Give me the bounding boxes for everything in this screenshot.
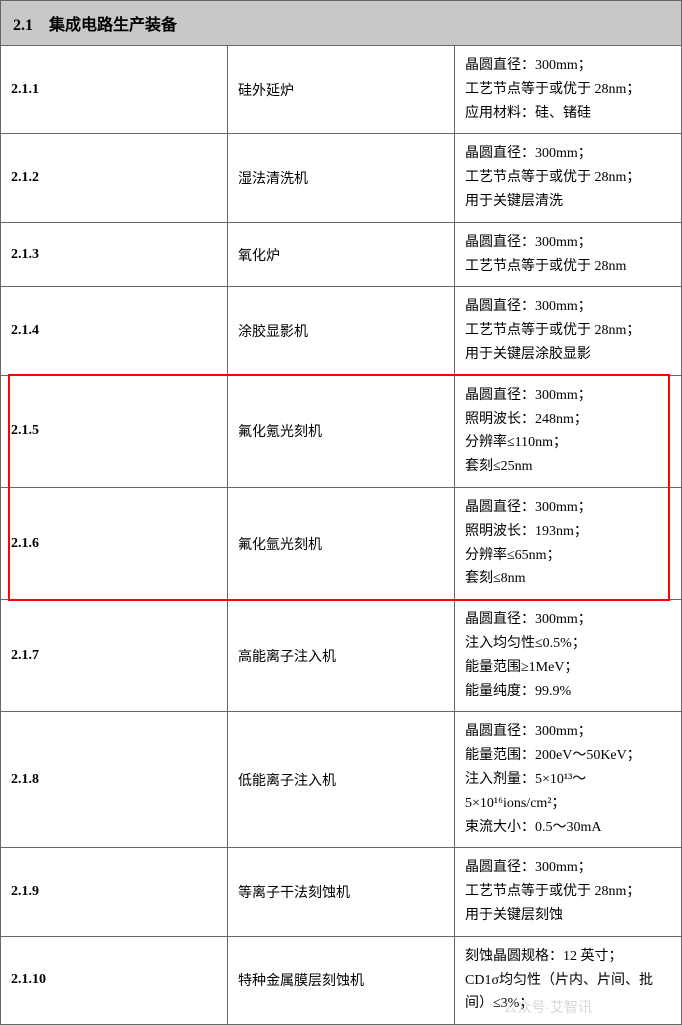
spec-line: 应用材料：硅、锗硅 [465,106,591,121]
spec-line: 套刻≤25nm [465,459,533,474]
row-name-cell: 氟化氩光刻机 [228,487,455,599]
row-id-cell: 2.1.8 [1,712,228,848]
section-header-cell: 2.1 集成电路生产装备 [1,1,682,46]
spec-line: 晶圆直径：300mm； [465,146,592,161]
spec-line: 套刻≤8nm [465,571,526,586]
row-id-cell: 2.1.6 [1,487,228,599]
table-row: 2.1.5氟化氪光刻机晶圆直径：300mm； 照明波长：248nm； 分辨率≤110… [1,375,682,487]
row-id-cell: 2.1.9 [1,848,228,936]
spec-line: 用于关键层清洗 [465,194,563,209]
spec-line: 分辨率≤65nm； [465,548,561,563]
table-row: 2.1.2湿法清洗机晶圆直径：300mm； 工艺节点等于或优于 28nm； 用于关键… [1,134,682,222]
row-spec-cell: 晶圆直径：300mm； 照明波长：248nm； 分辨率≤110nm； 套刻≤25nm [455,375,682,487]
spec-line: 能量范围≥1MeV； [465,660,578,675]
spec-line: 照明波长：248nm； [465,412,588,427]
section-number: 2.1 [13,17,33,34]
spec-line: 能量纯度：99.9% [465,684,571,699]
spec-line: 工艺节点等于或优于 28nm [465,259,626,274]
row-id-cell: 2.1.3 [1,222,228,287]
spec-line: 用于关键层涂胶显影 [465,347,591,362]
row-spec-cell: 晶圆直径：300mm； 注入均匀性≤0.5%； 能量范围≥1MeV； 能量纯度：99.… [455,600,682,712]
table-row: 2.1.7高能离子注入机晶圆直径：300mm； 注入均匀性≤0.5%； 能量范围≥1… [1,600,682,712]
row-spec-cell: 晶圆直径：300mm； 工艺节点等于或优于 28nm； 用于关键层涂胶显影 [455,287,682,375]
spec-line: 工艺节点等于或优于 28nm； [465,170,640,185]
spec-line: 晶圆直径：300mm； [465,860,592,875]
row-id-cell: 2.1.1 [1,46,228,134]
equipment-table: 2.1 集成电路生产装备 2.1.1硅外延炉晶圆直径：300mm；工艺节点等于或… [0,0,682,1025]
spec-line: 工艺节点等于或优于 28nm； [465,323,640,338]
table-row: 2.1.8低能离子注入机晶圆直径：300mm； 能量范围：200eV～50KeV；… [1,712,682,848]
spec-line: 晶圆直径：300mm； [465,500,592,515]
row-spec-cell: 晶圆直径：300mm； 能量范围：200eV～50KeV； 注入剂量：5×10¹³～… [455,712,682,848]
spec-line: 注入剂量：5×10¹³～5×10¹⁶ions/cm²； [465,772,586,811]
row-spec-cell: 晶圆直径：300mm； 工艺节点等于或优于 28nm； 用于关键层刻蚀 [455,848,682,936]
spec-line: 工艺节点等于或优于 28nm； [465,82,640,97]
table-row: 2.1.6氟化氩光刻机晶圆直径：300mm； 照明波长：193nm； 分辨率≤65n… [1,487,682,599]
row-id-cell: 2.1.5 [1,375,228,487]
table-wrapper: 2.1 集成电路生产装备 2.1.1硅外延炉晶圆直径：300mm；工艺节点等于或… [0,0,682,1025]
row-name-cell: 低能离子注入机 [228,712,455,848]
spec-line: 分辨率≤110nm； [465,435,567,450]
row-name-cell: 等离子干法刻蚀机 [228,848,455,936]
spec-line: 晶圆直径：300mm； [465,388,592,403]
row-id-cell: 2.1.4 [1,287,228,375]
spec-line: 用于关键层刻蚀 [465,908,563,923]
row-name-cell: 氧化炉 [228,222,455,287]
row-name-cell: 高能离子注入机 [228,600,455,712]
spec-line: 晶圆直径：300mm； [465,299,592,314]
spec-line: 晶圆直径：300mm； [465,235,592,250]
watermark-text: 公众号·艾智讯 [503,997,592,1017]
spec-line: 注入均匀性≤0.5%； [465,636,586,651]
spec-line: 刻蚀晶圆规格：12 英寸； [465,949,623,964]
row-id-cell: 2.1.2 [1,134,228,222]
spec-line: 照明波长：193nm； [465,524,588,539]
row-name-cell: 特种金属膜层刻蚀机 [228,936,455,1024]
spec-line: 能量范围：200eV～50KeV； [465,748,641,763]
table-row: 2.1.3氧化炉晶圆直径：300mm； 工艺节点等于或优于 28nm [1,222,682,287]
table-row: 2.1.9等离子干法刻蚀机晶圆直径：300mm； 工艺节点等于或优于 28nm； 用… [1,848,682,936]
row-spec-cell: 晶圆直径：300mm； 工艺节点等于或优于 28nm； 用于关键层清洗 [455,134,682,222]
row-name-cell: 硅外延炉 [228,46,455,134]
row-id-cell: 2.1.10 [1,936,228,1024]
table-row: 2.1.4涂胶显影机晶圆直径：300mm； 工艺节点等于或优于 28nm； 用于关键… [1,287,682,375]
row-name-cell: 湿法清洗机 [228,134,455,222]
spec-line: 晶圆直径：300mm； [465,58,592,73]
row-spec-cell: 晶圆直径：300mm； 照明波长：193nm； 分辨率≤65nm； 套刻≤8nm [455,487,682,599]
spec-line: 晶圆直径：300mm； [465,724,592,739]
section-header-row: 2.1 集成电路生产装备 [1,1,682,46]
row-name-cell: 涂胶显影机 [228,287,455,375]
row-spec-cell: 晶圆直径：300mm； 工艺节点等于或优于 28nm； 应用材料：硅、锗硅 [455,46,682,134]
row-id-cell: 2.1.7 [1,600,228,712]
spec-line: 束流大小：0.5～30mA [465,820,602,835]
row-spec-cell: 晶圆直径：300mm； 工艺节点等于或优于 28nm [455,222,682,287]
section-title: 集成电路生产装备 [49,17,177,34]
row-name-cell: 氟化氪光刻机 [228,375,455,487]
table-row: 2.1.1硅外延炉晶圆直径：300mm； 工艺节点等于或优于 28nm； 应用材料：… [1,46,682,134]
spec-line: 晶圆直径：300mm； [465,612,592,627]
spec-line: 工艺节点等于或优于 28nm； [465,884,640,899]
